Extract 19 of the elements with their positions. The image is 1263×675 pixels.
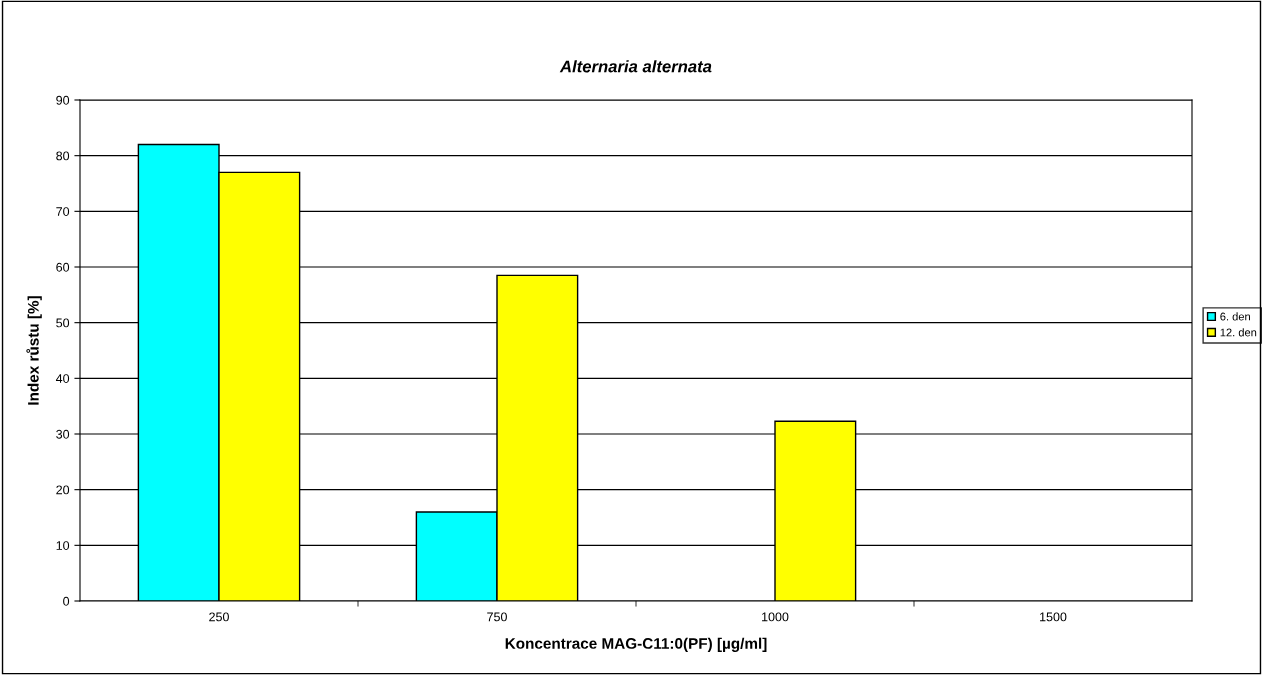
y-tick-label: 30 xyxy=(56,429,70,439)
y-tick-label: 60 xyxy=(56,262,70,272)
legend-label: 6. den xyxy=(1220,312,1250,321)
y-tick-label: 70 xyxy=(56,207,70,216)
y-tick-label: 40 xyxy=(55,374,70,383)
y-tick-label: 50 xyxy=(56,318,70,328)
y-tick-label: 0 xyxy=(63,596,70,606)
x-tick-label: 750 xyxy=(487,612,507,622)
legend-label: 12. den xyxy=(1220,328,1257,337)
x-tick-label: 250 xyxy=(209,612,229,622)
chart-title: Alternaria alternata xyxy=(559,60,712,73)
y-tick-label: 80 xyxy=(56,151,70,161)
y-axis-title: Index růstu [%] xyxy=(26,296,42,405)
x-axis-title: Koncentrace MAG-C11:0(PF) [µg/ml] xyxy=(505,637,767,652)
x-tick-label: 1500 xyxy=(1040,612,1067,622)
x-tick-label: 1000 xyxy=(762,612,789,622)
y-tick-label: 90 xyxy=(56,95,70,105)
y-tick-label: 10 xyxy=(56,541,70,550)
y-tick-label: 20 xyxy=(56,485,70,495)
